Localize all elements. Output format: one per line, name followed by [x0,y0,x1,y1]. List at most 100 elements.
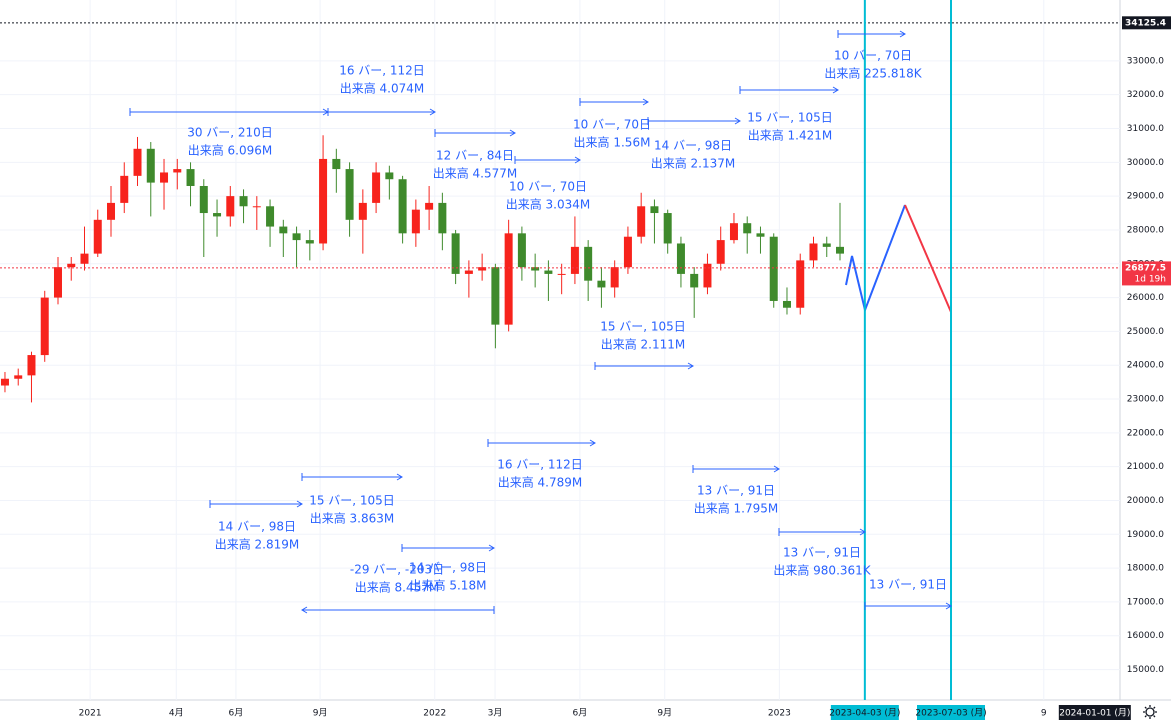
measure-arrowhead [773,465,780,473]
candle-body [438,202,447,234]
candle-body [451,233,460,274]
measure-label: 15 バー, 105日 [747,111,833,125]
candle-body [252,206,261,208]
measure-label: 出来高 1.56M [574,135,651,150]
measure-label: 出来高 2.137M [651,156,736,171]
candle-body [623,236,632,268]
candle-body [40,297,49,356]
candle-body [372,172,381,203]
measure-label: 10 バー, 70日 [834,49,912,63]
candle-body [743,223,752,234]
measure-label: 出来高 2.111M [601,337,686,352]
forecast-line[interactable] [904,204,952,313]
y-tick-label: 26000.0 [1127,293,1164,303]
candle-body [782,300,791,308]
time-label: 2023-04-03 (月) [829,708,900,719]
candle-body [729,223,738,241]
measure-arrowhead [642,98,649,106]
measure-arrowhead [945,602,952,610]
candle-body [822,243,831,247]
candle-body [67,263,76,268]
x-tick-label: 2023 [768,709,791,719]
measure-label: 出来高 4.789M [498,475,583,490]
candle-body [517,233,526,268]
x-tick-label: 9 [1041,709,1047,719]
x-tick-label: 6月 [573,708,588,719]
measure-label: 出来高 980.361K [773,563,871,578]
y-tick-label: 16000.0 [1127,631,1164,641]
candle-body [107,202,116,220]
price-label: 26877.5 [1125,263,1166,273]
y-tick-label: 25000.0 [1127,327,1164,337]
measure-label: 出来高 2.819M [215,537,300,552]
measure-label: 30 バー, 210日 [187,126,273,140]
y-tick-label: 22000.0 [1127,428,1164,438]
candle-body [53,267,62,298]
candle-body [173,169,182,173]
candle-body [690,273,699,288]
measure-label: 出来高 4.577M [433,166,518,181]
candle-body [14,375,23,379]
measure-label: 16 バー, 112日 [339,64,425,78]
measure-arrowhead [687,362,694,370]
measure-label: 出来高 1.421M [748,128,833,143]
y-tick-label: 30000.0 [1127,158,1164,168]
measure-arrowhead [899,30,906,38]
candle-body [504,233,513,325]
candle-body [637,206,646,237]
candle-body [332,158,341,170]
measure-label: 出来高 3.034M [506,197,591,212]
measure-arrowhead [574,156,581,164]
candle-body [650,206,659,214]
measure-label: 出来高 8.457M [355,580,440,595]
x-tick-label: 6月 [229,708,244,719]
forecast-line[interactable] [845,204,906,314]
y-tick-label: 28000.0 [1127,225,1164,235]
candle-body [809,243,818,261]
measure-arrowhead [429,108,436,116]
candle-body [266,206,275,227]
measure-label: 10 バー, 70日 [573,118,651,132]
measure-label: 10 バー, 70日 [509,180,587,194]
candle-body [570,246,579,274]
time-label-box [917,705,986,720]
measure-arrowhead [396,473,403,481]
settings-icon[interactable] [1143,705,1157,719]
measure-label: -29 バー, -203日 [350,563,444,577]
measure-label: 15 バー, 105日 [600,320,686,334]
measure-arrowhead [589,439,596,447]
candle-body [411,209,420,234]
measure-label: 13 バー, 91日 [869,578,947,592]
y-tick-label: 32000.0 [1127,90,1164,100]
y-tick-label: 17000.0 [1127,597,1164,607]
candle-body [345,169,354,220]
x-tick-label: 9月 [313,708,328,719]
candle-body [597,280,606,288]
time-label: 2023-07-03 (月) [915,708,986,719]
measure-label: 出来高 3.863M [310,511,395,526]
candle-body [358,202,367,220]
measure-arrowhead [832,86,839,94]
candle-body [319,158,328,244]
measure-label: 13 バー, 91日 [783,546,861,560]
measure-label: 出来高 1.795M [694,501,779,516]
measure-label: 出来高 4.074M [340,81,425,96]
x-tick-label: 3月 [488,708,503,719]
candle-body [133,148,142,176]
measure-label: 出来高 6.096M [188,143,273,158]
price-axis [1120,0,1171,700]
measure-label: 出来高 5.18M [410,578,487,593]
candle-body [226,196,235,217]
candle-body [491,267,500,325]
measure-arrowhead [301,606,308,614]
candle-body [120,175,129,203]
candle-body [186,169,195,186]
y-tick-label: 15000.0 [1127,665,1164,675]
time-label-box [830,705,899,720]
candle-body [305,240,314,244]
candle-body [464,270,473,274]
candle-body [160,172,169,183]
measure-label: 出来高 225.818K [824,66,922,81]
candle-body [239,196,248,207]
candle-body [676,243,685,274]
